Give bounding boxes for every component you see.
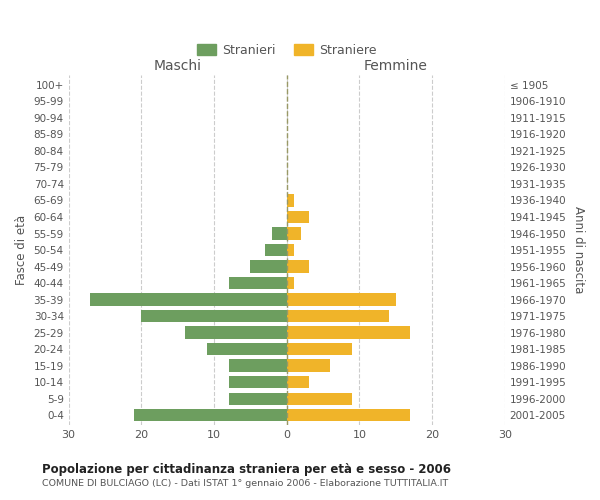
Bar [287,360,331,372]
Text: Femmine: Femmine [364,60,428,74]
Bar [229,277,287,289]
Y-axis label: Anni di nascita: Anni di nascita [572,206,585,294]
Bar [229,360,287,372]
Bar [287,376,308,388]
Text: Maschi: Maschi [154,60,202,74]
Bar [287,409,410,422]
Bar [287,343,352,355]
Bar [287,194,294,206]
Y-axis label: Fasce di età: Fasce di età [15,215,28,285]
Bar [207,343,287,355]
Bar [287,392,352,405]
Bar [185,326,287,339]
Text: COMUNE DI BULCIAGO (LC) - Dati ISTAT 1° gennaio 2006 - Elaborazione TUTTITALIA.I: COMUNE DI BULCIAGO (LC) - Dati ISTAT 1° … [42,479,448,488]
Bar [287,211,308,223]
Bar [287,277,294,289]
Bar [250,260,287,273]
Bar [287,326,410,339]
Bar [272,228,287,239]
Bar [287,228,301,239]
Bar [287,310,389,322]
Bar [287,260,308,273]
Bar [229,376,287,388]
Bar [229,392,287,405]
Legend: Stranieri, Straniere: Stranieri, Straniere [192,39,382,62]
Bar [134,409,287,422]
Bar [287,294,396,306]
Bar [287,244,294,256]
Bar [265,244,287,256]
Bar [91,294,287,306]
Bar [142,310,287,322]
Text: Popolazione per cittadinanza straniera per età e sesso - 2006: Popolazione per cittadinanza straniera p… [42,462,451,475]
